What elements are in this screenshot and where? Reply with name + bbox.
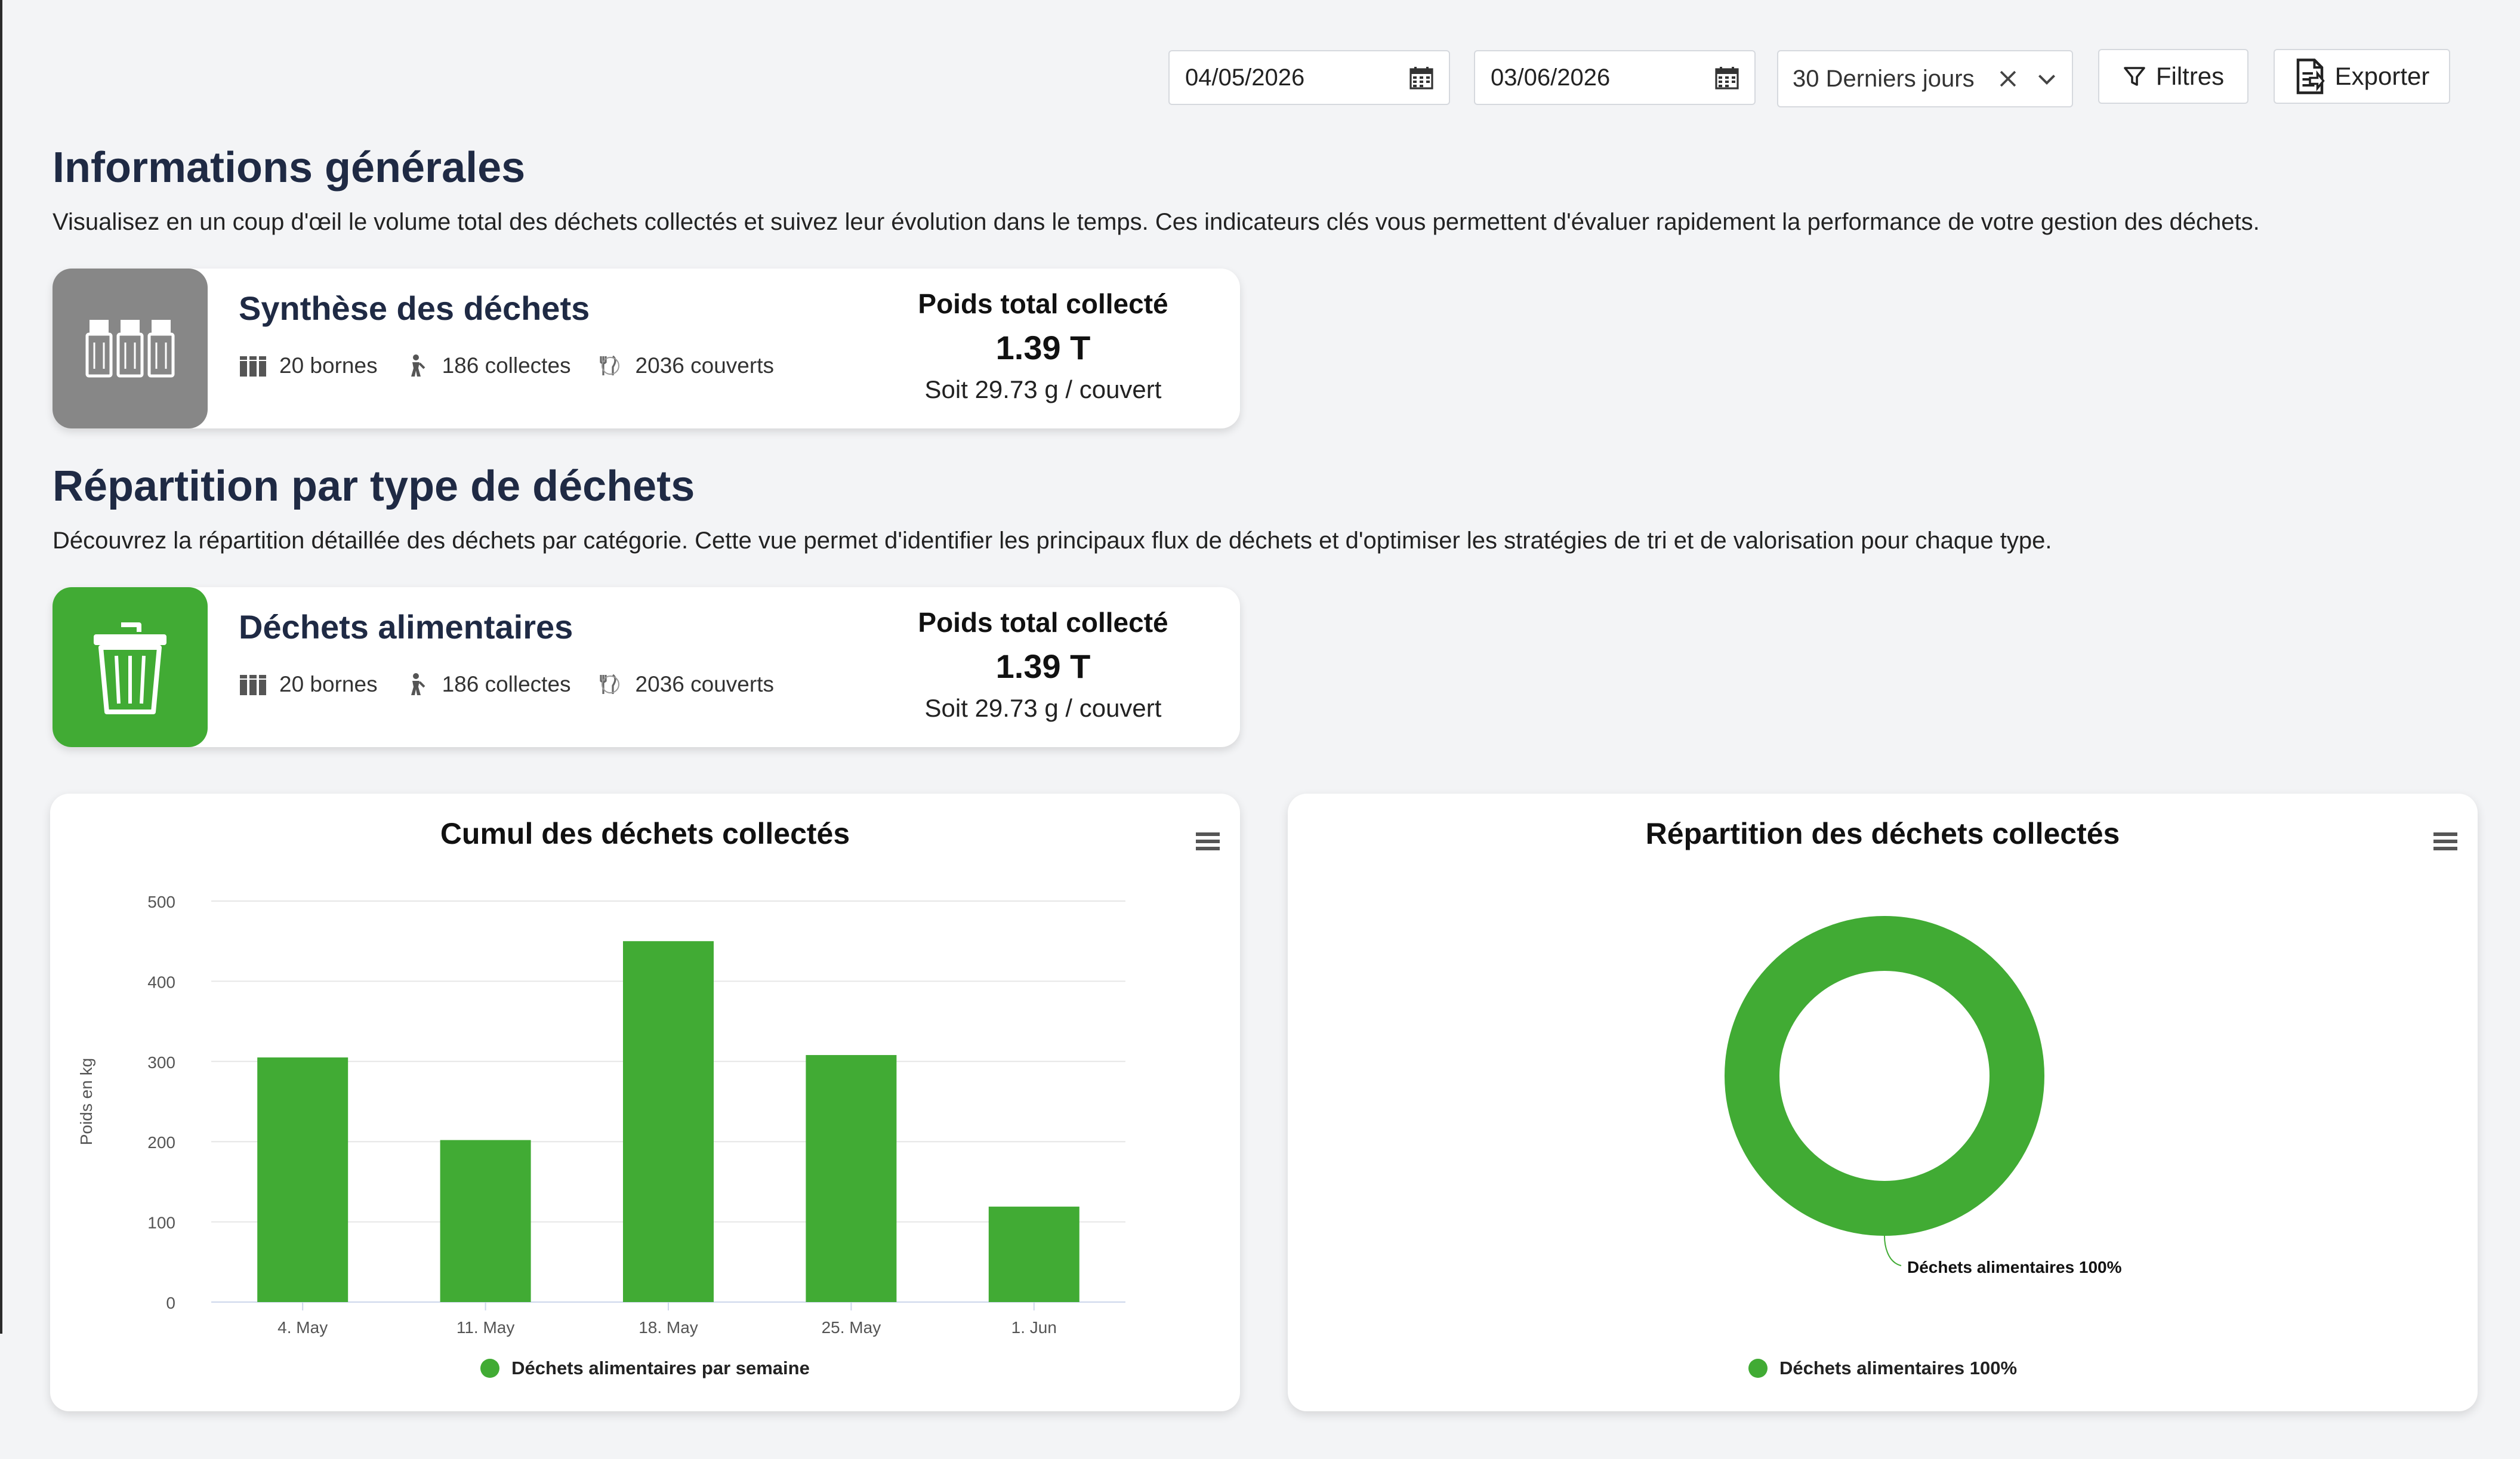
bar[interactable] — [806, 1055, 897, 1302]
breakdown-section-description: Découvrez la répartition détaillée des d… — [53, 528, 2052, 554]
donut-data-label: Déchets alimentaires 100% — [1907, 1258, 2122, 1276]
cutlery-icon — [599, 355, 619, 375]
filters-label: Filtres — [2155, 62, 2225, 90]
calendar-icon[interactable] — [1715, 66, 1739, 90]
bar[interactable] — [623, 941, 714, 1302]
end-date-value: 03/06/2026 — [1491, 64, 1611, 91]
donut-chart: Déchets alimentaires 100% — [1725, 916, 2122, 1276]
trash-icon-box — [53, 587, 208, 747]
weight-per-cover: Soit 29.73 g / couvert — [924, 694, 1162, 722]
filters-button[interactable]: Filtres — [2098, 49, 2248, 104]
trash-can-icon — [94, 622, 166, 714]
waste-bins-icon-box — [53, 269, 208, 428]
total-weight-block: Poids total collecté 1.39 T Soit 29.73 g… — [906, 606, 1180, 723]
bar[interactable] — [988, 1207, 1079, 1302]
total-weight-label: Poids total collecté — [918, 288, 1168, 319]
total-weight-value: 1.39 T — [995, 329, 1091, 366]
bar-chart-panel: 0 100 200 300 400 500 Poids en kg 4. May 11. May… — [50, 794, 1240, 1411]
x-tick-label: 11. May — [457, 1318, 515, 1337]
bar-chart: 0 100 200 300 400 500 Poids en kg 4. May 11. May… — [77, 893, 1125, 1337]
clear-icon[interactable] — [1998, 69, 2018, 89]
bar[interactable] — [440, 1140, 531, 1302]
chevron-down-icon[interactable] — [2036, 68, 2058, 90]
legend-dot — [1748, 1359, 1768, 1378]
start-date-input[interactable]: 04/05/2026 — [1168, 50, 1450, 105]
donut-chart-title: Répartition des déchets collectés — [1645, 817, 2120, 850]
couverts-count: 2036 couverts — [635, 672, 774, 696]
y-axis-label: Poids en kg — [77, 1058, 95, 1145]
waste-summary-card: Synthèse des déchets 20 bornes 186 colle… — [53, 269, 1240, 428]
bins-icon — [240, 675, 266, 695]
export-file-icon — [2296, 58, 2325, 94]
export-button[interactable]: Exporter — [2274, 49, 2450, 104]
date-range-value: 30 Derniers jours — [1793, 65, 1975, 92]
total-weight-label: Poids total collecté — [918, 607, 1168, 638]
legend-dot — [480, 1359, 500, 1378]
weight-per-cover: Soit 29.73 g / couvert — [924, 375, 1162, 403]
collectes-stat: 186 collectes — [402, 672, 571, 697]
bornes-count: 20 bornes — [279, 672, 378, 696]
y-tick-label: 500 — [147, 893, 175, 911]
chart-menu-icon[interactable] — [1195, 831, 1221, 852]
bornes-stat: 20 bornes — [239, 353, 378, 378]
date-range-select[interactable]: 30 Derniers jours — [1777, 50, 2073, 107]
end-date-input[interactable]: 03/06/2026 — [1474, 50, 1756, 105]
legend-label: Déchets alimentaires 100% — [1779, 1358, 2018, 1378]
bornes-count: 20 bornes — [279, 353, 378, 378]
y-tick-label: 0 — [166, 1294, 175, 1312]
x-tick-label: 1. Jun — [1011, 1318, 1057, 1337]
chart-menu-icon[interactable] — [2432, 831, 2459, 852]
bins-icon — [240, 356, 266, 377]
collectes-count: 186 collectes — [442, 353, 571, 378]
legend-label: Déchets alimentaires par semaine — [511, 1358, 810, 1378]
y-tick-label: 200 — [147, 1133, 175, 1152]
bar[interactable] — [257, 1057, 348, 1302]
card-meta: 20 bornes 186 collectes 2036 couverts — [239, 672, 798, 697]
bar-chart-legend[interactable]: Déchets alimentaires par semaine — [50, 1358, 1240, 1379]
donut-chart-panel: Déchets alimentaires 100% Répartition de… — [1288, 794, 2478, 1411]
person-collecting-icon — [411, 354, 425, 377]
window-edge — [0, 0, 2, 1334]
donut-slice[interactable] — [1725, 916, 2044, 1236]
start-date-value: 04/05/2026 — [1185, 64, 1305, 91]
x-tick-label: 4. May — [277, 1318, 328, 1337]
y-tick-label: 400 — [147, 973, 175, 991]
person-collecting-icon — [411, 673, 425, 695]
total-weight-value: 1.39 T — [995, 647, 1091, 685]
x-tick-label: 18. May — [639, 1318, 698, 1337]
couverts-count: 2036 couverts — [635, 353, 774, 378]
cutlery-icon — [599, 674, 619, 694]
card-title: Synthèse des déchets — [239, 289, 590, 327]
couverts-stat: 2036 couverts — [595, 353, 774, 378]
card-title: Déchets alimentaires — [239, 608, 573, 646]
donut-chart-legend[interactable]: Déchets alimentaires 100% — [1288, 1358, 2478, 1379]
breakdown-section-title: Répartition par type de déchets — [53, 462, 695, 510]
food-waste-card: Déchets alimentaires 20 bornes 186 colle… — [53, 587, 1240, 747]
bar-chart-title: Cumul des déchets collectés — [440, 817, 850, 850]
collectes-count: 186 collectes — [442, 672, 571, 696]
filter-icon — [2124, 67, 2145, 86]
couverts-stat: 2036 couverts — [595, 672, 774, 697]
general-section-description: Visualisez en un coup d'œil le volume to… — [53, 209, 2260, 235]
export-label: Exporter — [2334, 62, 2430, 90]
y-tick-label: 100 — [147, 1214, 175, 1232]
waste-bins-icon — [85, 320, 175, 378]
bornes-stat: 20 bornes — [239, 672, 378, 697]
calendar-icon[interactable] — [1409, 66, 1433, 90]
total-weight-block: Poids total collecté 1.39 T Soit 29.73 g… — [906, 288, 1180, 404]
collectes-stat: 186 collectes — [402, 353, 571, 378]
y-tick-label: 300 — [147, 1053, 175, 1072]
general-section-title: Informations générales — [53, 144, 526, 192]
data-label-connector — [1884, 1235, 1902, 1266]
card-meta: 20 bornes 186 collectes 2036 couverts — [239, 353, 798, 378]
x-tick-label: 25. May — [822, 1318, 881, 1337]
